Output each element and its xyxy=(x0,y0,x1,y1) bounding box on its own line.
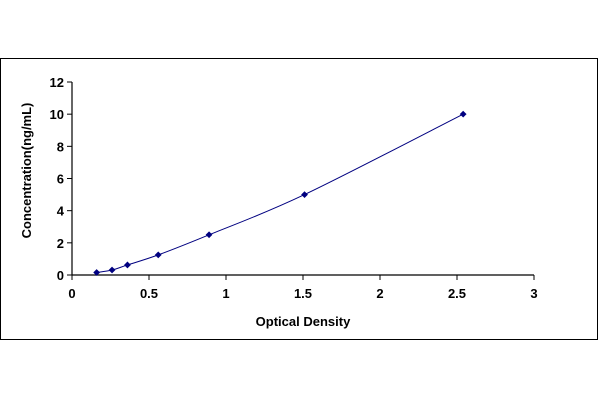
y-tick-label: 0 xyxy=(57,268,64,283)
y-tick-label: 4 xyxy=(57,204,65,219)
x-tick-label: 3 xyxy=(530,286,537,301)
axes xyxy=(71,82,534,276)
data-points xyxy=(93,110,467,276)
x-tick-label: 1.5 xyxy=(294,286,312,301)
data-point xyxy=(459,110,467,118)
chart-frame xyxy=(0,58,598,340)
y-tick-label: 10 xyxy=(50,107,64,122)
y-tick-label: 8 xyxy=(57,139,64,154)
fit-curve xyxy=(96,113,464,273)
y-tick-label: 6 xyxy=(57,172,64,187)
data-point xyxy=(108,266,116,274)
data-point xyxy=(205,231,213,239)
data-point xyxy=(93,269,101,276)
data-point xyxy=(301,191,308,198)
x-tick-label: 2.5 xyxy=(448,286,466,301)
x-axis-title: Optical Density xyxy=(256,314,351,329)
ticks: 0 0.5 1 1.5 2 2.5 3 0 2 4 6 8 10 12 xyxy=(50,75,538,301)
y-tick-label: 12 xyxy=(50,75,64,90)
y-axis-title: Concentration(ng/mL) xyxy=(19,103,34,239)
data-point xyxy=(124,261,131,269)
y-tick-label: 2 xyxy=(57,236,64,251)
x-tick-label: 1 xyxy=(222,286,229,301)
data-point xyxy=(154,251,162,259)
fit-curve-group xyxy=(96,113,464,273)
x-tick-label: 0.5 xyxy=(140,286,158,301)
x-tick-label: 0 xyxy=(68,286,75,301)
x-tick-label: 2 xyxy=(376,286,383,301)
